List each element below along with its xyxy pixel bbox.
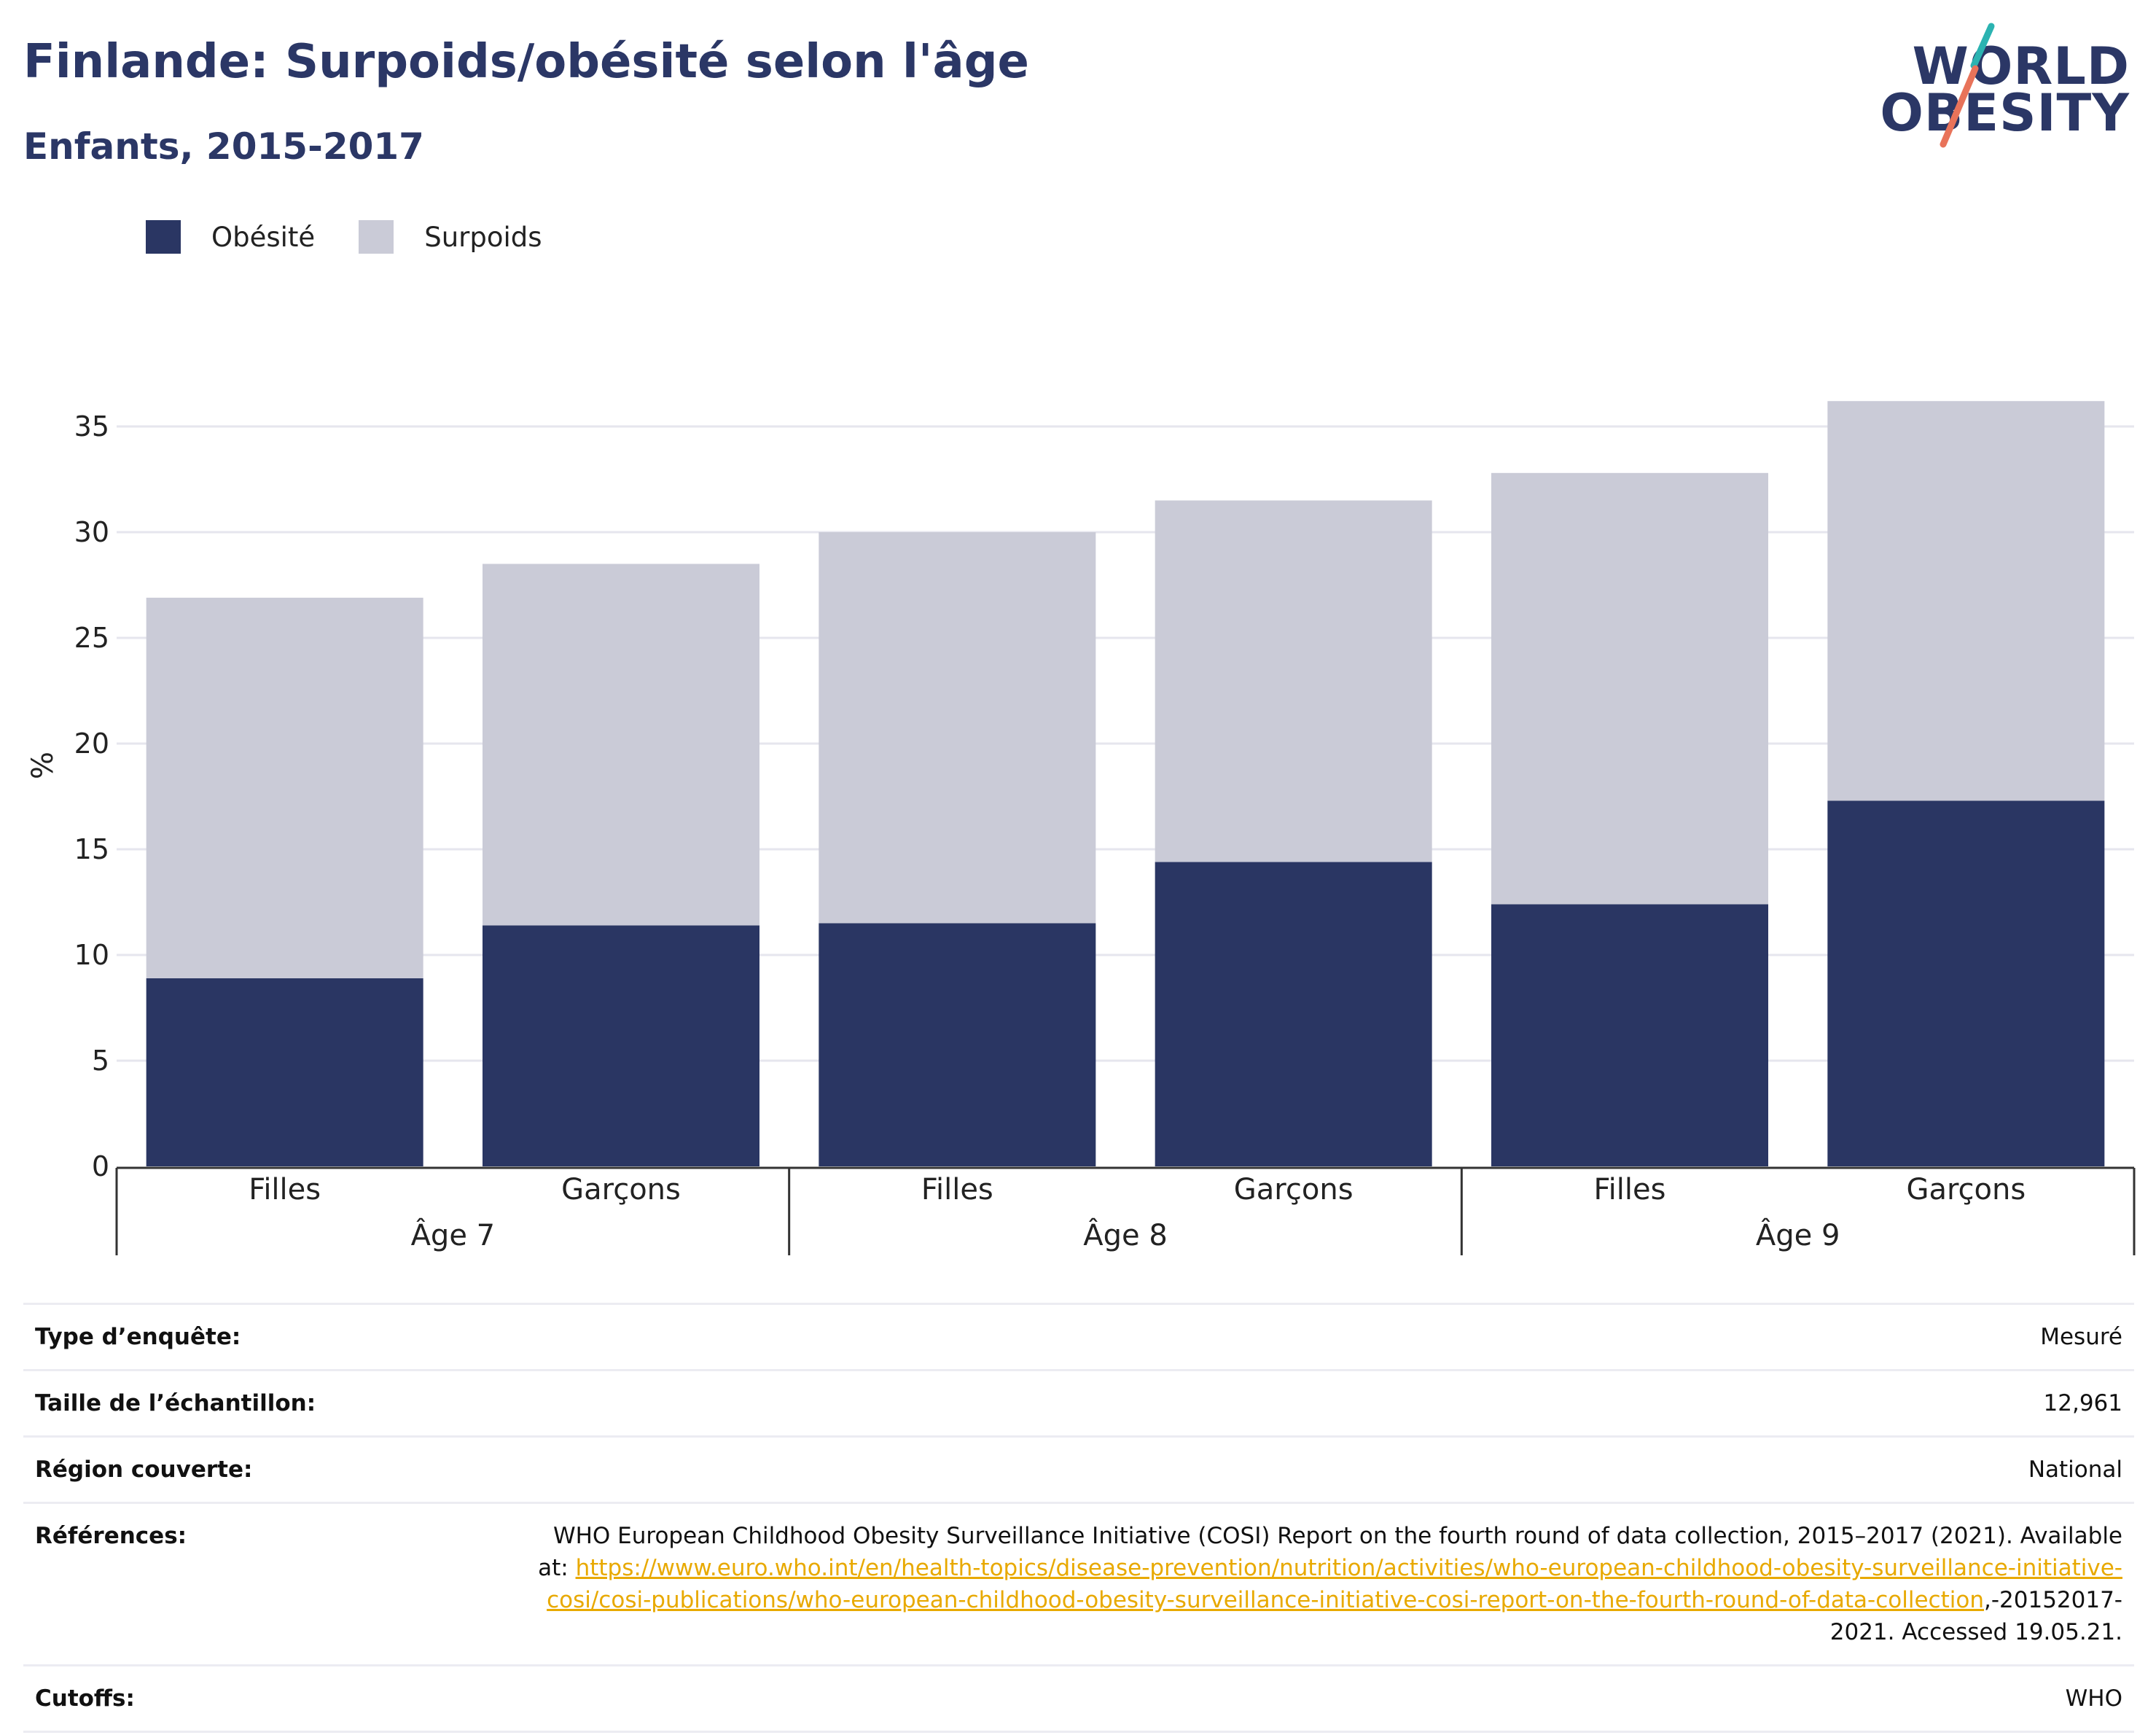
x-tick-label: Garçons — [1906, 1173, 2026, 1206]
bar-obesity — [146, 978, 423, 1166]
y-tick-label: 5 — [92, 1045, 109, 1077]
y-tick-label: 15 — [74, 833, 109, 865]
meta-row-region: Région couverte: National — [23, 1438, 2134, 1504]
legend-item-obesity[interactable]: Obésité — [146, 220, 315, 254]
meta-row-references: Références: WHO European Childhood Obesi… — [23, 1504, 2134, 1666]
bar-obesity — [1155, 862, 1432, 1166]
meta-value: Mesuré — [2040, 1324, 2122, 1350]
stacked-bar-chart: 0 5 10 15 20 25 30 35% Filles Garçons Filles Garçon… — [26, 401, 2136, 1255]
bar-overweight — [1827, 401, 2105, 801]
meta-row-sample-size: Taille de l’échantillon: 12,961 — [23, 1371, 2134, 1438]
chart-legend: Obésité Surpoids — [146, 219, 586, 255]
chart-title: Finlande: Surpoids/obésité selon l'âge — [23, 35, 1029, 89]
x-tick-label: Garçons — [561, 1173, 681, 1206]
y-tick-label: 30 — [74, 516, 109, 548]
x-tick-label: Garçons — [1234, 1173, 1354, 1206]
meta-row-cutoffs: Cutoffs: WHO — [23, 1666, 2134, 1733]
meta-label: Région couverte: — [35, 1457, 253, 1483]
meta-label: Type d’enquête: — [35, 1324, 241, 1350]
references-text-before: WHO European Childhood Obesity Surveilla… — [538, 1523, 2122, 1581]
x-tick-label: Filles — [921, 1173, 993, 1206]
bar-overweight — [1155, 500, 1432, 862]
bar-obesity — [1827, 800, 2105, 1166]
meta-label: Cutoffs: — [35, 1685, 135, 1712]
bar-obesity — [483, 925, 759, 1166]
legend-label-obesity: Obésité — [211, 221, 316, 253]
meta-label: Références: — [35, 1523, 187, 1549]
y-tick-label: 35 — [74, 410, 109, 442]
bar-overweight — [819, 532, 1096, 924]
y-tick-label: 0 — [92, 1150, 109, 1182]
y-axis-label: % — [26, 752, 60, 779]
legend-swatch-overweight — [359, 220, 394, 254]
legend-swatch-obesity — [146, 220, 181, 254]
references-text-after: ,-20152017-2021. Accessed 19.05.21. — [1829, 1587, 2122, 1645]
group-label: Âge 7 — [411, 1217, 496, 1252]
meta-row-survey-type: Type d’enquête: Mesuré — [23, 1305, 2134, 1371]
survey-info-table: Type d’enquête: Mesuré Taille de l’échan… — [23, 1303, 2134, 1733]
group-label: Âge 9 — [1756, 1217, 1840, 1252]
x-tick-label: Filles — [1594, 1173, 1666, 1206]
logo-slash-icon — [1940, 23, 1995, 148]
logo-line-obesity: OBESITY — [1880, 83, 2130, 143]
group-label: Âge 8 — [1083, 1217, 1168, 1252]
meta-value: WHO — [2065, 1685, 2122, 1712]
bar-overweight — [483, 564, 759, 926]
bar-overweight — [146, 597, 423, 978]
meta-value: 12,961 — [2043, 1390, 2122, 1416]
legend-item-overweight[interactable]: Surpoids — [359, 220, 542, 254]
logo-line-world: WORLD — [1912, 36, 2130, 96]
y-tick-label: 25 — [74, 622, 109, 654]
bar-obesity — [819, 923, 1096, 1166]
x-tick-label: Filles — [249, 1173, 321, 1206]
meta-label: Taille de l’échantillon: — [35, 1390, 316, 1416]
bar-overweight — [1491, 472, 1768, 905]
references-text: WHO European Childhood Obesity Surveilla… — [534, 1520, 2122, 1648]
chart-subtitle: Enfants, 2015-2017 — [23, 125, 424, 168]
y-tick-label: 20 — [74, 728, 109, 760]
references-link[interactable]: https://www.euro.who.int/en/health-topic… — [547, 1555, 2122, 1613]
legend-label-overweight: Surpoids — [424, 221, 542, 253]
meta-value: National — [2028, 1457, 2122, 1483]
bar-obesity — [1491, 904, 1768, 1166]
y-tick-label: 10 — [74, 939, 109, 971]
world-obesity-logo: WORLD OBESITY — [1880, 22, 2143, 153]
